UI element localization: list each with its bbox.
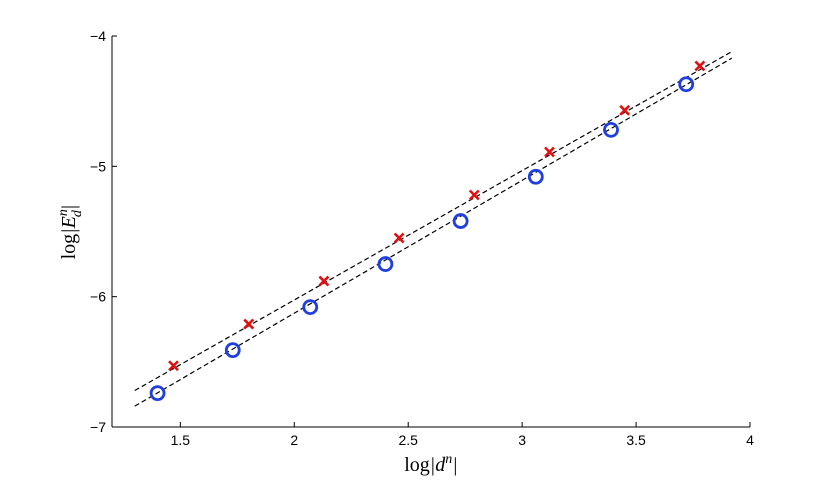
x-tick-label: 2 [290,432,298,448]
reference-lines [134,51,733,407]
y-tick-label: −4 [90,28,106,44]
cross-marker [619,104,631,116]
x-tick-label: 2.5 [398,432,418,448]
y-tick-label: −5 [90,158,106,174]
circle-marker [603,121,619,138]
plot-area [111,36,750,428]
circle-marker [302,299,319,315]
y-tick-label: −6 [90,289,106,305]
y-tick-label: −7 [90,419,106,435]
cross-marker [168,360,179,372]
circle-marker [527,168,544,185]
circle-marker [377,256,394,272]
data-series [149,60,706,402]
circle-marker [149,385,166,402]
x-tick-label: 1.5 [171,432,191,448]
dashed-reference-line [134,57,733,407]
y-axis-label: log|End| [56,205,85,260]
circle-marker [224,342,241,359]
axis-ticks: 1.5 2 2.5 3 3.5 4 −7 −6 −5 −4 [90,28,754,448]
cross-marker [468,189,480,201]
x-tick-label: 3.5 [626,432,646,448]
cross-marker [694,60,706,72]
cross-marker [544,146,555,158]
cross-marker [243,318,255,330]
dashed-reference-line [134,51,733,392]
x-tick-label: 3 [518,432,526,448]
cross-marker [393,232,405,244]
circle-marker [678,76,695,93]
cross-marker [318,275,330,287]
x-axis-label: log|dn| [404,452,458,476]
x-tick-label: 4 [746,432,754,448]
circle-marker [452,213,469,229]
